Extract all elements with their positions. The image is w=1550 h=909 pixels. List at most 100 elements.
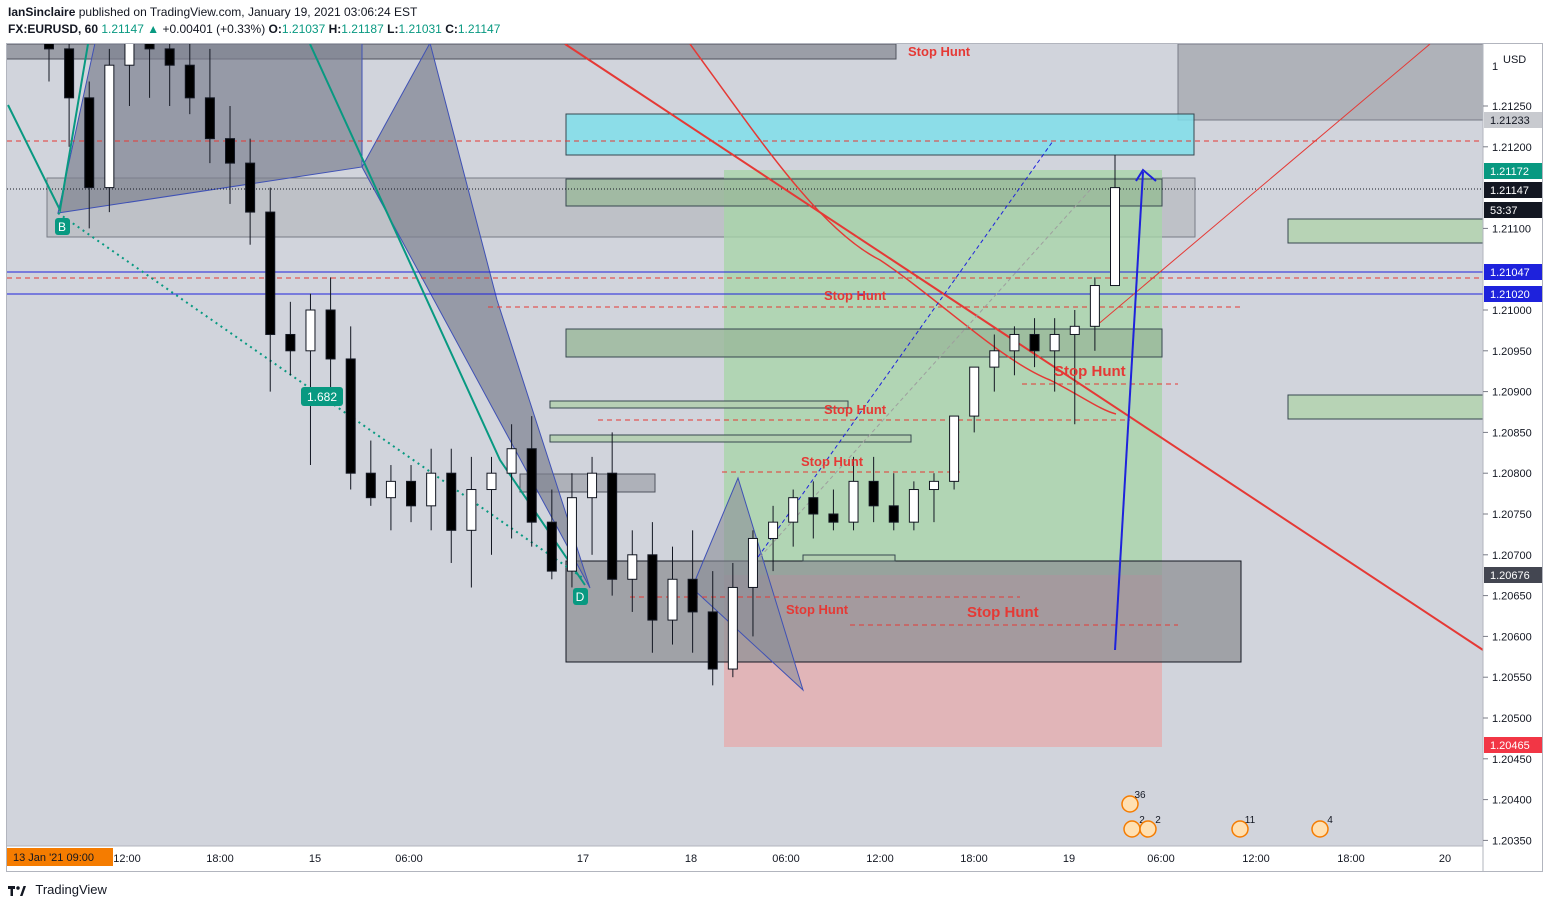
time-tick-label: 18 [685, 853, 697, 865]
price-tick-label: 1.21100 [1492, 223, 1531, 235]
candle-body [466, 489, 477, 531]
upper-right-supply-zone [1177, 44, 1483, 121]
price-marker [1484, 286, 1542, 302]
blue-arrow-shaft [1114, 171, 1144, 651]
price-tick-label: 1.20500 [1492, 713, 1532, 725]
candle [44, 44, 54, 82]
candle-body [727, 586, 738, 670]
time-cursor-label: 13 Jan '21 09:00 [13, 852, 94, 864]
symbol-label[interactable]: FX:EURUSD, 60 [8, 22, 99, 36]
candle-body [104, 64, 115, 189]
price-marker [1484, 182, 1542, 198]
candle [607, 432, 618, 596]
candle [526, 416, 537, 547]
stop-hunt-label-4: Stop Hunt [801, 454, 864, 469]
plot-area[interactable]: Stop Hunt Stop Hunt Stop Hunt Stop Hunt Stop… [6, 0, 1483, 838]
candle [1049, 318, 1060, 392]
candle-body [1089, 285, 1100, 327]
economic-event-icon[interactable] [1231, 820, 1249, 838]
price-tick-label: 1.20700 [1492, 550, 1532, 562]
demand-zone [565, 560, 1242, 663]
candle [385, 465, 396, 531]
price-axis[interactable]: USD 1 1.21250 1.21200 1.21100 1.21000 1.20950 1… [1482, 44, 1542, 872]
candle [546, 489, 557, 580]
candle-body [285, 333, 296, 352]
candle [285, 301, 296, 376]
price-tick-label: 1.20350 [1492, 835, 1532, 847]
candle [1009, 326, 1020, 376]
tradingview-logo[interactable]: TradingView [8, 882, 107, 897]
time-tick-label: 15 [309, 853, 321, 865]
candle [808, 481, 819, 539]
high-label: H: [328, 22, 342, 36]
price-marker-label: 1.21147 [1490, 185, 1529, 197]
candle-body [506, 448, 517, 474]
candle-body [888, 505, 899, 523]
price-tick-label: 1.20800 [1492, 468, 1532, 480]
author-name[interactable]: IanSinclaire [8, 5, 76, 19]
candle-body [808, 497, 819, 515]
price-marker [1484, 202, 1542, 218]
green-zone-middle [565, 328, 1163, 358]
candle [1089, 277, 1100, 351]
price-marker [1484, 163, 1542, 179]
stop-hunt-label-5: Stop Hunt [786, 602, 849, 617]
economic-event-count: 11 [1245, 815, 1256, 826]
candle [406, 465, 417, 523]
close-label: C: [445, 22, 458, 36]
price-marker [1484, 567, 1542, 583]
stop-hunt-label-7: Stop Hunt [1054, 363, 1126, 380]
thin-zone-1 [549, 400, 849, 409]
candle [305, 293, 316, 466]
time-tick-label: 12:00 [866, 853, 894, 865]
price-tick-label: 1.20900 [1492, 387, 1532, 399]
price-marker-label: 1.21020 [1490, 289, 1530, 301]
candle-body [949, 415, 960, 482]
candle-body [587, 472, 598, 499]
candle [667, 546, 678, 645]
candle-body [426, 472, 437, 507]
fib-badge [301, 387, 343, 406]
candle-body [768, 521, 779, 539]
price-marker [1484, 264, 1542, 280]
candle [848, 456, 859, 531]
candle-body [1009, 333, 1020, 352]
candle-body [385, 480, 396, 499]
economic-event-icon[interactable] [1121, 795, 1139, 813]
time-axis[interactable]: 13 Jan '21 09:00 12:00 18:00 15 06:00 17 18 06:… [7, 845, 1483, 866]
green-zone-upper [565, 178, 1163, 207]
price-marker-label: 1.21172 [1490, 166, 1529, 178]
time-tick-label: 06:00 [1147, 853, 1175, 865]
candle [325, 277, 336, 392]
time-tick-label: 06:00 [395, 853, 423, 865]
candle [868, 456, 879, 523]
price-marker-label: 1.21233 [1490, 115, 1530, 127]
harmonic-small-shape [691, 476, 805, 692]
economic-event-icon[interactable] [1311, 820, 1329, 838]
candle-body [928, 480, 939, 491]
cyan-target-zone [565, 113, 1195, 156]
economic-event-icon[interactable] [1139, 820, 1157, 838]
price-tick-label: 1.21250 [1492, 101, 1532, 113]
open-label: O: [268, 22, 282, 36]
price-marker-label: 1.20676 [1490, 570, 1530, 582]
thin-zone-2 [549, 434, 912, 443]
price-marker-label: 1.20465 [1490, 740, 1530, 752]
price-axis-top-label: 1 [1492, 61, 1498, 73]
price-tick-label: 1.20950 [1492, 346, 1532, 358]
candle [225, 106, 236, 204]
economic-event-icon[interactable] [1123, 820, 1141, 838]
publish-info: published on TradingView.com, January 19… [78, 5, 418, 19]
chart-frame[interactable] [6, 43, 1543, 872]
tradingview-logo-icon [8, 885, 26, 896]
candle [566, 473, 577, 588]
candle [184, 44, 195, 115]
time-tick-label: 06:00 [772, 853, 800, 865]
candle [727, 562, 738, 678]
economic-event-count: 36 [1134, 790, 1146, 801]
last-price: 1.21147 [101, 22, 144, 36]
red-trendline [564, 44, 1483, 651]
low-label: L: [387, 22, 399, 36]
candle-body [989, 350, 1000, 368]
